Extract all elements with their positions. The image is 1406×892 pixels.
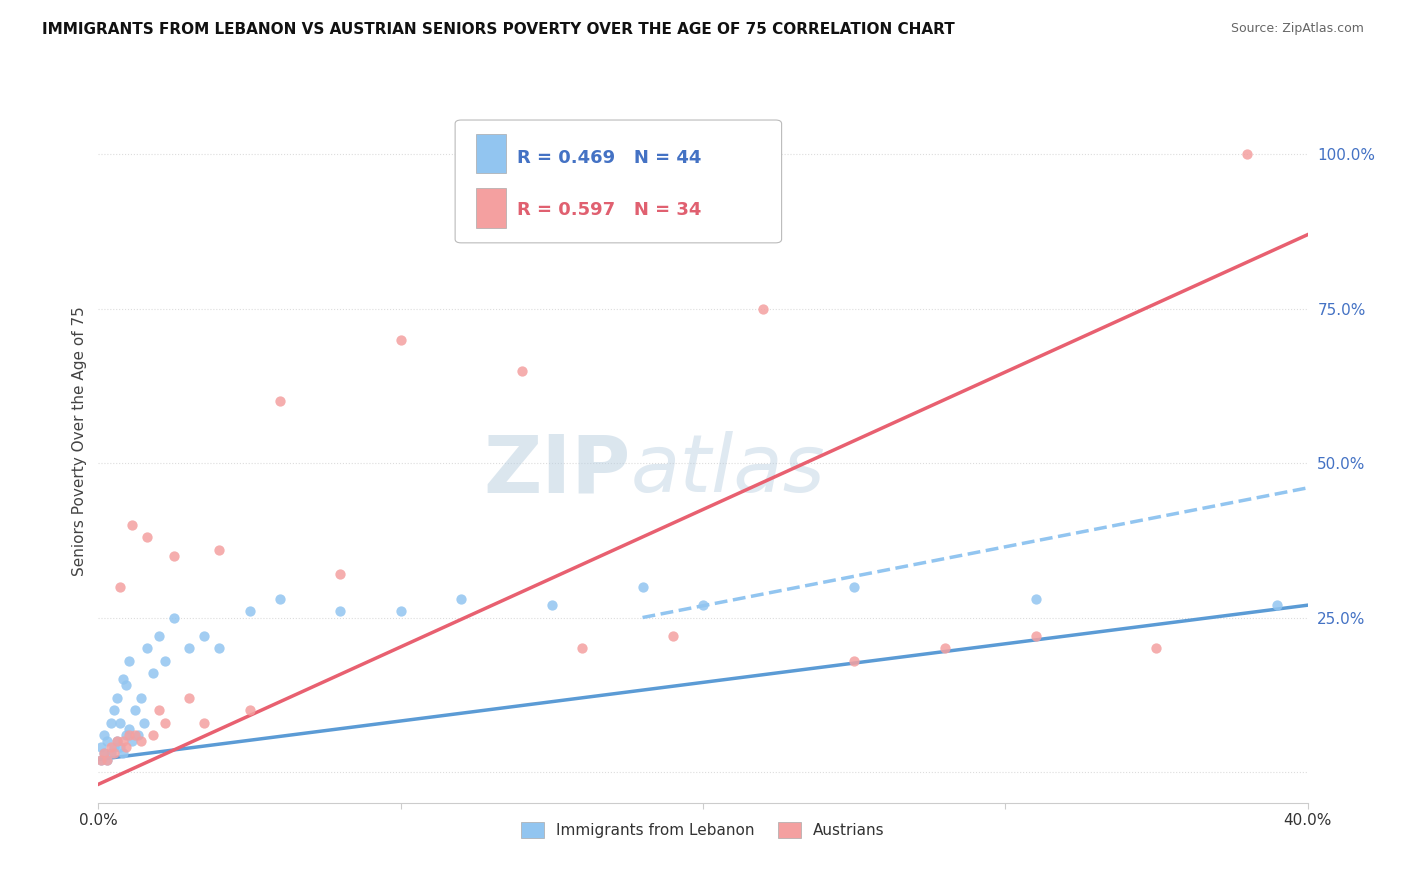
- Point: [571, 641, 593, 656]
- Point: [100, 715, 122, 730]
- Point: [90, 753, 112, 767]
- Text: Source: ZipAtlas.com: Source: ZipAtlas.com: [1230, 22, 1364, 36]
- Point: [142, 728, 165, 742]
- Point: [329, 567, 352, 582]
- Point: [121, 517, 143, 532]
- Point: [135, 641, 157, 656]
- Point: [1267, 598, 1289, 612]
- Point: [752, 301, 775, 316]
- Point: [103, 703, 125, 717]
- Point: [1144, 641, 1167, 656]
- Point: [510, 363, 533, 377]
- Point: [163, 549, 186, 563]
- Point: [163, 610, 186, 624]
- Text: R = 0.469   N = 44: R = 0.469 N = 44: [517, 149, 702, 168]
- Point: [135, 530, 157, 544]
- Point: [103, 740, 125, 755]
- Point: [96, 753, 118, 767]
- Point: [118, 722, 141, 736]
- Bar: [475, 188, 506, 227]
- FancyBboxPatch shape: [456, 120, 782, 243]
- Point: [90, 740, 112, 755]
- Text: atlas: atlas: [630, 432, 825, 509]
- Point: [934, 641, 956, 656]
- Point: [148, 629, 170, 643]
- Point: [631, 580, 654, 594]
- Point: [1024, 629, 1046, 643]
- Point: [100, 740, 122, 755]
- Point: [208, 542, 231, 557]
- Point: [111, 747, 134, 761]
- Point: [661, 629, 683, 643]
- Point: [540, 598, 562, 612]
- Legend: Immigrants from Lebanon, Austrians: Immigrants from Lebanon, Austrians: [513, 814, 893, 846]
- Point: [153, 715, 176, 730]
- Point: [114, 740, 136, 755]
- Point: [153, 654, 176, 668]
- Point: [132, 715, 155, 730]
- Point: [239, 703, 262, 717]
- Bar: [475, 134, 506, 173]
- Point: [239, 604, 262, 618]
- Point: [124, 703, 146, 717]
- Point: [692, 598, 714, 612]
- Text: IMMIGRANTS FROM LEBANON VS AUSTRIAN SENIORS POVERTY OVER THE AGE OF 75 CORRELATI: IMMIGRANTS FROM LEBANON VS AUSTRIAN SENI…: [42, 22, 955, 37]
- Point: [93, 747, 115, 761]
- Point: [1236, 147, 1258, 161]
- Point: [142, 666, 165, 681]
- Point: [96, 734, 118, 748]
- Point: [111, 734, 134, 748]
- Point: [100, 747, 122, 761]
- Point: [118, 728, 141, 742]
- Point: [844, 580, 866, 594]
- Point: [93, 728, 115, 742]
- Point: [269, 592, 291, 607]
- Point: [129, 690, 152, 705]
- Point: [103, 747, 125, 761]
- Point: [208, 641, 231, 656]
- Point: [389, 604, 412, 618]
- Point: [179, 641, 201, 656]
- Point: [389, 333, 412, 347]
- Text: R = 0.597   N = 34: R = 0.597 N = 34: [517, 202, 702, 219]
- Point: [1024, 592, 1046, 607]
- Point: [108, 740, 131, 755]
- Point: [179, 690, 201, 705]
- Point: [96, 753, 118, 767]
- Point: [193, 715, 215, 730]
- Point: [114, 678, 136, 692]
- Point: [93, 747, 115, 761]
- Y-axis label: Seniors Poverty Over the Age of 75: Seniors Poverty Over the Age of 75: [72, 307, 87, 576]
- Point: [111, 673, 134, 687]
- Point: [450, 592, 472, 607]
- Point: [118, 654, 141, 668]
- Point: [193, 629, 215, 643]
- Point: [269, 394, 291, 409]
- Point: [844, 654, 866, 668]
- Point: [148, 703, 170, 717]
- Point: [129, 734, 152, 748]
- Point: [105, 734, 128, 748]
- Point: [127, 728, 149, 742]
- Text: ZIP: ZIP: [484, 432, 630, 509]
- Point: [114, 728, 136, 742]
- Point: [108, 580, 131, 594]
- Point: [121, 734, 143, 748]
- Point: [124, 728, 146, 742]
- Point: [108, 715, 131, 730]
- Point: [105, 734, 128, 748]
- Point: [90, 753, 112, 767]
- Point: [105, 690, 128, 705]
- Point: [329, 604, 352, 618]
